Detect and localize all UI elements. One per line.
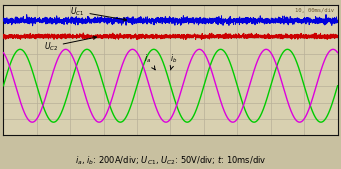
Text: $U_{C1}$: $U_{C1}$ [70,5,127,21]
Text: $i_b$: $i_b$ [170,52,178,70]
Text: 10, 00ms/div: 10, 00ms/div [295,8,334,13]
Text: $i_a$: $i_a$ [144,52,155,70]
Text: $U_{C2}$: $U_{C2}$ [44,36,97,53]
Text: $i_a$, $i_b$: 200A/div; $U_{C1}$, $U_{C2}$: 50V/div; $t$: 10ms/div: $i_a$, $i_b$: 200A/div; $U_{C1}$, $U_{C2… [75,155,266,167]
